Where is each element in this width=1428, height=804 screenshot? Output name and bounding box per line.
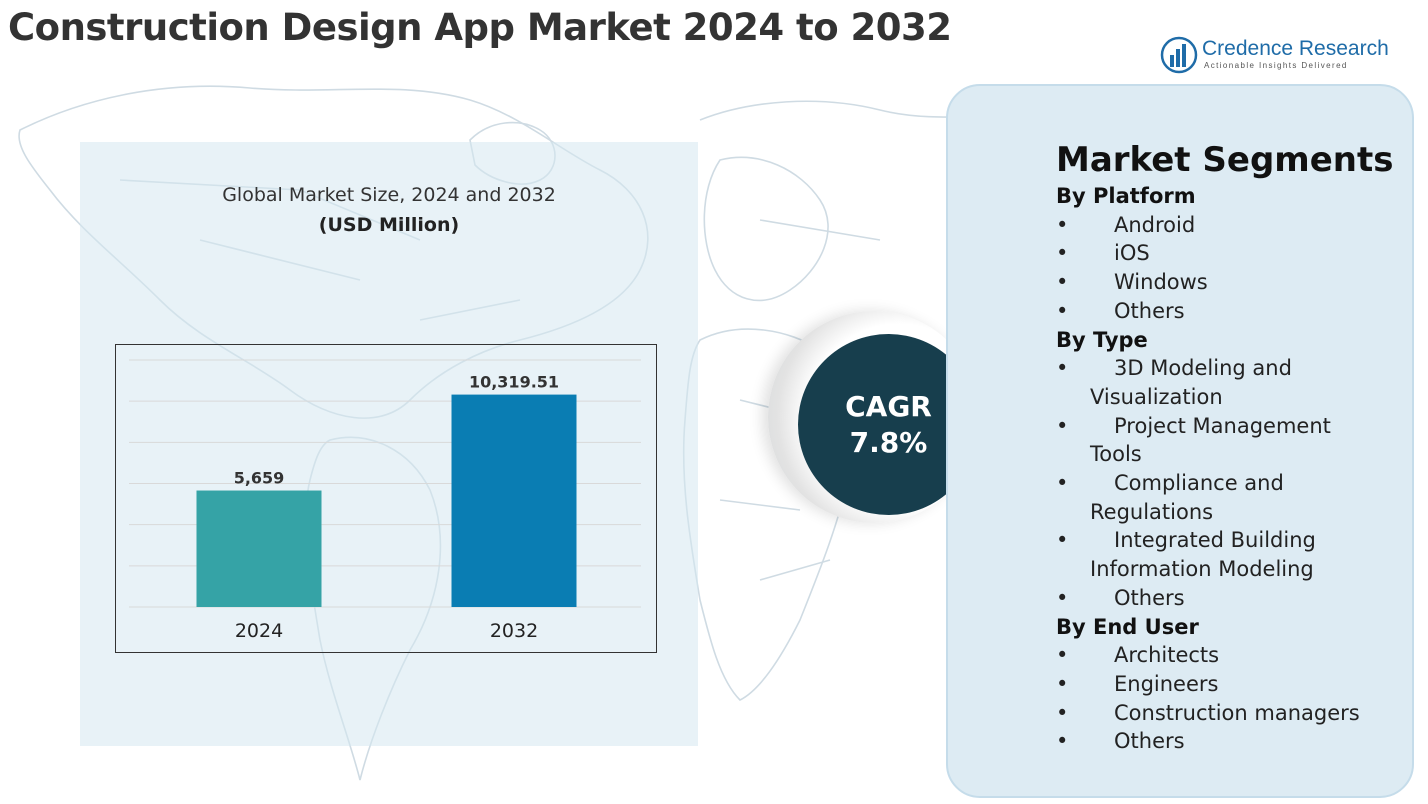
segment-item: Android (1056, 211, 1416, 240)
segment-groups: By PlatformAndroidiOSWindowsOthersBy Typ… (1056, 182, 1416, 756)
x-tick-label: 2024 (235, 620, 283, 642)
bars (196, 394, 577, 607)
credence-research-logo: Credence Research Actionable Insights De… (1160, 36, 1400, 80)
bar-labels: 5,659 2024 10,319.51 2032 (234, 373, 559, 642)
segment-group: By Platform AndroidiOSWindowsOthers (1056, 182, 1416, 326)
segment-item: Architects (1056, 641, 1416, 670)
chart-title: Global Market Size, 2024 and 2032 (222, 184, 556, 206)
chart-panel: Global Market Size, 2024 and 2032 (USD M… (80, 142, 698, 746)
chart-frame (115, 344, 657, 653)
segments-title: Market Segments (1056, 140, 1394, 180)
bar-2032 (451, 394, 577, 607)
cagr-value: 7.8% (849, 425, 928, 459)
segment-group: By End UserArchitectsEngineersConstructi… (1056, 613, 1416, 757)
segment-item: Others (1056, 297, 1416, 326)
logo-name: Credence Research (1202, 37, 1389, 60)
segment-heading: By Platform (1056, 184, 1196, 208)
segment-heading: By End User (1056, 614, 1199, 639)
page-title: Construction Design App Market 2024 to 2… (8, 6, 952, 49)
segment-list: 3D Modeling and VisualizationProject Man… (1056, 354, 1416, 612)
bar-chart-logo-icon (1160, 36, 1198, 74)
bar-value-label: 10,319.51 (469, 373, 559, 392)
x-tick-label: 2032 (490, 620, 538, 642)
bar-2024 (196, 490, 322, 607)
chart-unit: (USD Million) (318, 214, 460, 236)
segment-heading: By Type (1056, 327, 1148, 352)
segment-item: iOS (1056, 239, 1416, 268)
segment-list: AndroidiOSWindowsOthers (1056, 211, 1416, 326)
segment-item: Project Management Tools (1056, 412, 1416, 469)
market-segments-content: Market Segments By Platform AndroidiOSWin… (1056, 138, 1416, 756)
segment-item: Others (1056, 727, 1416, 756)
segment-item: Engineers (1056, 670, 1416, 699)
bar-value-label: 5,659 (234, 469, 285, 488)
market-segments-panel: Market Segments By Platform AndroidiOSWin… (946, 84, 1414, 798)
segment-item: Construction managers (1056, 699, 1416, 728)
segment-item: Others (1056, 584, 1416, 613)
cagr-label: CAGR (845, 389, 932, 423)
segment-item: Windows (1056, 268, 1416, 297)
bar-chart: 5,659 2024 10,319.51 2032 (115, 344, 657, 653)
segment-group: By Type3D Modeling and VisualizationProj… (1056, 326, 1416, 613)
segment-list: ArchitectsEngineersConstruction managers… (1056, 641, 1416, 756)
segment-item: Compliance and Regulations (1056, 469, 1416, 526)
segment-item: 3D Modeling and Visualization (1056, 354, 1416, 411)
segment-item: Integrated Building Information Modeling (1056, 526, 1416, 583)
logo-tagline: Actionable Insights Delivered (1204, 61, 1348, 70)
